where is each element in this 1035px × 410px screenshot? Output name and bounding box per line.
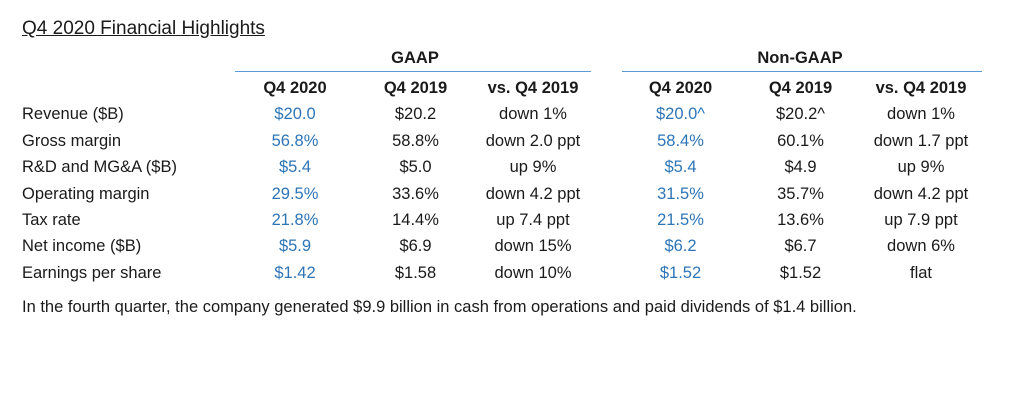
gaap-q4-2020-value: $5.9 [278,237,312,256]
column-header-row: Q4 2020 Q4 2019 vs. Q4 2019 Q4 2020 Q4 2… [22,75,981,101]
gaap-q4-2020-value: $5.4 [278,158,312,177]
row-label: Net income ($B) [22,237,142,256]
gaap-change-value: down 2.0 ppt [485,131,581,150]
row-label-header [22,75,235,101]
row-label: Operating margin [22,184,150,203]
gaap-q4-2019-value: 58.8% [392,131,439,150]
non-gaap-q4-2020-value: 31.5% [657,184,704,203]
col-header-non-gaap-q4-2019: Q4 2019 [768,79,833,97]
gaap-q4-2020-value: 56.8% [271,131,319,150]
non-gaap-q4-2020-value: $20.0^ [655,105,706,124]
gaap-q4-2020-value: 29.5% [271,184,319,203]
table-row-tax-rate: Tax rate 21.8% 14.4% up 7.4 ppt 21.5% 13.6% up… [22,207,981,233]
non-gaap-header-rule [622,71,982,72]
non-gaap-q4-2019-value: $4.9 [784,158,817,177]
non-gaap-q4-2019-value: 60.1% [777,131,824,150]
gaap-q4-2019-value: 14.4% [392,211,439,230]
gaap-q4-2019-value: $1.58 [394,263,437,282]
non-gaap-change-value: up 7.9 ppt [884,211,958,230]
column-gap [590,75,621,101]
non-gaap-change-value: flat [909,263,932,282]
cash-dividends-footnote: In the fourth quarter, the company gener… [22,298,857,316]
gaap-q4-2019-value: $5.0 [399,158,432,177]
non-gaap-change-value: down 1.7 ppt [873,131,969,150]
gaap-q4-2019-value: $6.9 [399,237,432,256]
row-label: Gross margin [22,131,122,150]
non-gaap-q4-2020-value: $5.4 [664,158,697,177]
column-gap [590,101,621,127]
table-row-gross-margin: Gross margin 56.8% 58.8% down 2.0 ppt 58.4% 6… [22,128,981,154]
non-gaap-q4-2019-value: $1.52 [779,263,822,282]
gaap-q4-2020-value: $20.0 [274,105,316,124]
row-label: Tax rate [22,211,81,230]
gaap-change-value: down 4.2 ppt [485,184,581,203]
row-label: Revenue ($B) [22,105,124,124]
gaap-q4-2020-value: $1.42 [274,263,316,282]
non-gaap-q4-2019-value: 35.7% [777,184,824,203]
gaap-change-value: up 7.4 ppt [496,211,570,230]
col-header-non-gaap-q4-2020: Q4 2020 [648,79,713,97]
table-row-earnings-per-share: Earnings per share $1.42 $1.58 down 10% $1.5… [22,260,981,286]
gaap-change-value: down 1% [499,105,567,124]
non-gaap-q4-2020-value: 21.5% [657,211,704,230]
col-header-gaap-vs-q4-2019: vs. Q4 2019 [487,79,579,97]
non-gaap-change-value: down 1% [887,105,955,124]
non-gaap-q4-2020-value: $6.2 [664,237,697,256]
gaap-q4-2020-value: 21.8% [271,211,319,230]
non-gaap-q4-2020-value: 58.4% [657,131,704,150]
gaap-group-header: GAAP [391,49,439,67]
col-header-gaap-q4-2019: Q4 2019 [383,79,448,97]
non-gaap-q4-2019-value: $6.7 [784,237,817,256]
gaap-header-rule [235,71,591,72]
col-header-non-gaap-vs-q4-2019: vs. Q4 2019 [875,79,967,97]
gaap-q4-2019-value: $20.2 [394,105,437,124]
table-row-revenue-b: Revenue ($B) $20.0 $20.2 down 1% $20.0^ $20.2… [22,101,981,127]
col-header-gaap-q4-2020: Q4 2020 [263,79,327,97]
gaap-change-value: up 9% [509,158,557,177]
table-row-net-income-b: Net income ($B) $5.9 $6.9 down 15% $6.2 $6.7 d… [22,233,981,259]
column-gap [590,154,621,180]
non-gaap-change-value: up 9% [897,158,945,177]
page-title: Q4 2020 Financial Highlights [22,18,265,39]
non-gaap-group-header: Non-GAAP [757,49,843,67]
financial-highlights-table: Q4 2020 Q4 2019 vs. Q4 2019 Q4 2020 Q4 2… [22,75,981,286]
table-row-r-d-and-mg-a-b: R&D and MG&A ($B) $5.4 $5.0 up 9% $5.4 $4.9 up… [22,154,981,180]
non-gaap-change-value: down 6% [887,237,955,256]
row-label: Earnings per share [22,263,162,282]
non-gaap-q4-2019-value: $20.2^ [775,105,826,124]
gaap-q4-2019-value: 33.6% [392,184,439,203]
column-gap [590,207,621,233]
row-label: R&D and MG&A ($B) [22,158,177,177]
non-gaap-q4-2020-value: $1.52 [659,263,702,282]
gaap-change-value: down 15% [494,237,572,256]
non-gaap-q4-2019-value: 13.6% [777,211,824,230]
column-gap [590,181,621,207]
column-gap [590,233,621,259]
gaap-change-value: down 10% [494,263,572,282]
column-gap [590,128,621,154]
column-gap [590,260,621,286]
table-row-operating-margin: Operating margin 29.5% 33.6% down 4.2 ppt 31… [22,181,981,207]
non-gaap-change-value: down 4.2 ppt [873,184,969,203]
